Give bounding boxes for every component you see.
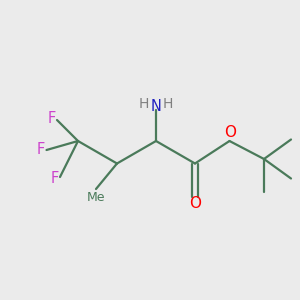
Text: H: H — [163, 97, 173, 111]
Text: H: H — [139, 97, 149, 111]
Text: Me: Me — [87, 191, 105, 204]
Text: O: O — [224, 125, 236, 140]
Text: N: N — [151, 99, 161, 114]
Text: O: O — [189, 196, 201, 211]
Text: F: F — [47, 111, 56, 126]
Text: F: F — [36, 142, 45, 158]
Text: F: F — [50, 171, 59, 186]
